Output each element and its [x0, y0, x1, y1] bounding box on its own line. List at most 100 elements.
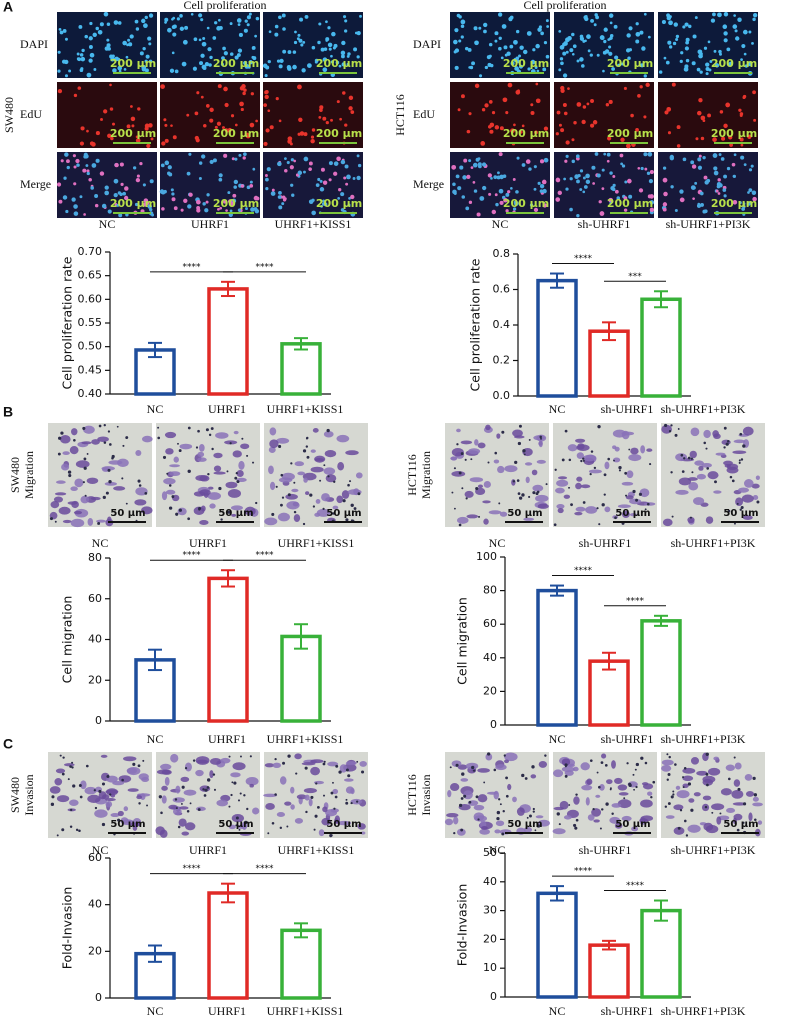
cell: [519, 45, 524, 50]
cell: [161, 207, 165, 211]
cell: [647, 791, 653, 796]
cell: [160, 763, 172, 771]
cell: [728, 61, 734, 67]
cell: [589, 53, 593, 57]
cell: [643, 74, 647, 78]
cell: [60, 159, 64, 163]
cell: [228, 824, 236, 830]
cell: [231, 157, 235, 161]
cell: [675, 785, 681, 790]
cell: [592, 120, 598, 125]
cell: [600, 35, 605, 40]
cell: [562, 73, 568, 78]
pore: [740, 506, 744, 510]
cell: [744, 64, 749, 68]
assay-label: Migration: [22, 451, 36, 499]
cell: [218, 18, 221, 22]
cell: [639, 85, 643, 89]
cell: [84, 786, 97, 795]
cell: [147, 204, 153, 209]
cell: [156, 769, 171, 775]
x-tick-label: sh-UHRF1+PI3K: [661, 402, 746, 416]
cell: [573, 121, 577, 125]
pore: [255, 501, 258, 505]
cell: [278, 119, 282, 123]
cell: [126, 767, 138, 774]
cell: [340, 159, 346, 165]
cell: [533, 207, 539, 213]
pore: [458, 803, 463, 807]
pore: [101, 822, 106, 827]
y-tick-label: 60: [483, 617, 497, 630]
cell: [676, 144, 681, 148]
cell: [250, 207, 255, 212]
cell: [357, 163, 362, 168]
cell: [69, 445, 79, 455]
cell: [477, 442, 486, 449]
pore: [738, 461, 741, 464]
cell: [643, 502, 656, 506]
cell: [84, 34, 88, 39]
cell: [468, 159, 472, 163]
pore: [61, 772, 65, 776]
cell: [529, 203, 534, 207]
cell: [623, 196, 628, 200]
cell: [645, 82, 650, 88]
bar: [588, 659, 630, 727]
scale-bar-label: 200 μm: [213, 127, 259, 140]
cell: [718, 815, 730, 821]
cell: [562, 42, 566, 47]
cell: [117, 458, 129, 468]
cell: [278, 15, 282, 20]
cell: [317, 40, 321, 45]
cell: [462, 175, 467, 180]
pore: [458, 471, 462, 475]
pore: [241, 437, 244, 440]
pore: [603, 493, 606, 496]
pore: [290, 462, 293, 465]
pore: [85, 764, 89, 768]
pore: [465, 497, 468, 500]
cell: [283, 197, 287, 201]
cell: [752, 196, 757, 202]
cell: [161, 190, 166, 195]
pore: [590, 450, 594, 453]
cell: [237, 208, 242, 212]
column-label: UHRF1+KISS1: [275, 217, 352, 231]
row-label: EdU: [20, 107, 42, 121]
cell: [567, 444, 578, 452]
cell: [333, 43, 338, 48]
cell: [535, 98, 541, 104]
pore: [528, 495, 531, 499]
cell: [123, 195, 129, 201]
pore: [691, 471, 694, 474]
pore: [178, 508, 182, 512]
cell: [472, 162, 478, 168]
cell: [348, 106, 353, 111]
cell: [303, 132, 308, 137]
cell: [249, 783, 254, 788]
cell: [104, 185, 109, 190]
cell: [474, 40, 479, 46]
column-label: sh-UHRF1: [578, 217, 631, 231]
cell: [287, 66, 292, 71]
cell: [297, 132, 301, 136]
pore: [539, 435, 542, 439]
cell: [499, 511, 508, 517]
cell: [698, 98, 703, 103]
cell: [127, 38, 131, 42]
cell: [493, 459, 500, 464]
cell: [606, 159, 610, 163]
cell: [576, 179, 580, 184]
pore: [684, 819, 687, 823]
cell: [691, 61, 696, 66]
cell: [624, 180, 628, 184]
cell: [581, 784, 593, 791]
cell: [300, 43, 304, 47]
x-tick-label: sh-UHRF1+PI3K: [661, 732, 746, 746]
cell: [672, 41, 677, 46]
x-tick-label: sh-UHRF1+PI3K: [661, 1004, 746, 1018]
pore: [674, 433, 678, 437]
row-label: EdU: [413, 107, 435, 121]
